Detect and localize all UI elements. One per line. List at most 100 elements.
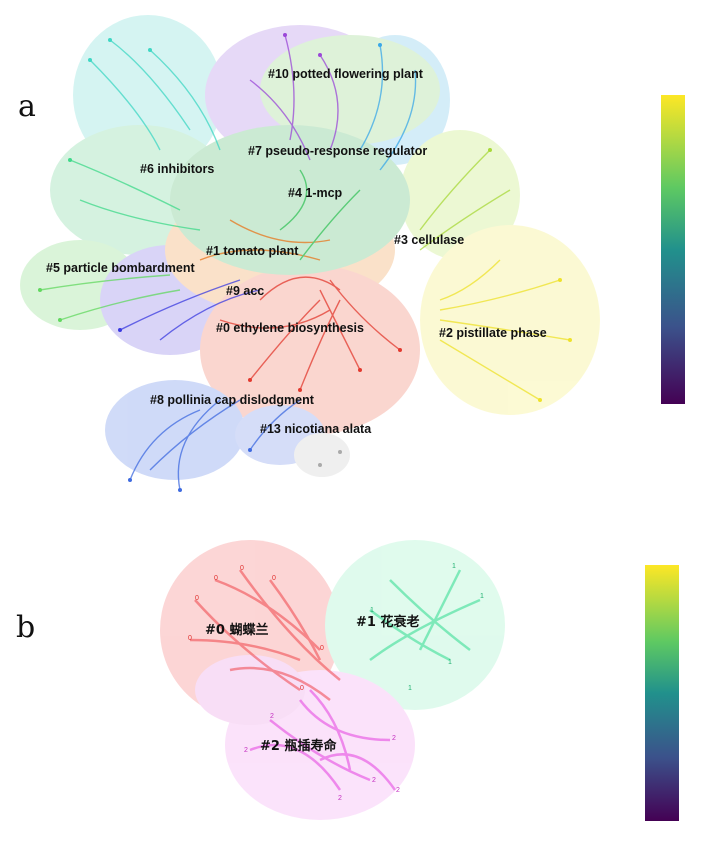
edge: [279, 169, 308, 231]
node: [88, 58, 92, 62]
edge: [284, 34, 295, 141]
node: [248, 448, 252, 452]
hull-cluster-3: [400, 130, 520, 260]
cluster-label-13: #13 nicotiana alata: [260, 422, 372, 436]
colorbar-a: [661, 95, 685, 404]
node: [128, 478, 132, 482]
panel-a-letter: a: [18, 89, 36, 124]
hull-cluster-7: [73, 15, 223, 175]
node-label: 2: [392, 735, 396, 742]
edge: [177, 399, 221, 491]
node: [568, 338, 572, 342]
nodes-a: [38, 33, 572, 492]
edges-b: [189, 569, 481, 791]
cluster-label-10: #10 potted flowering plant: [268, 67, 424, 81]
edge: [159, 289, 261, 341]
edge: [238, 569, 341, 681]
cluster-hulls-a: [20, 15, 600, 480]
node-label: 1: [480, 593, 484, 600]
edge: [419, 189, 511, 251]
hull-b-cluster-0: [160, 540, 340, 720]
node-label: 0: [188, 635, 192, 642]
hull-cluster-2: [420, 225, 600, 415]
node-label: 2: [244, 747, 248, 754]
edge: [194, 599, 301, 692]
node: [248, 378, 252, 382]
edge: [149, 399, 241, 471]
edge: [359, 44, 384, 151]
node: [118, 328, 122, 332]
node-label: 0: [195, 595, 199, 602]
hull-cluster-10: [205, 25, 395, 165]
edge: [299, 299, 341, 391]
node: [538, 398, 542, 402]
panel-b-letter: b: [16, 610, 35, 645]
edge: [389, 579, 471, 651]
cluster-label-9: #9 acc: [226, 284, 264, 298]
edge: [419, 149, 491, 231]
hull-cluster-center: [170, 125, 410, 275]
edge: [319, 753, 397, 791]
edge: [319, 289, 361, 371]
node: [148, 48, 152, 52]
edge: [439, 279, 561, 311]
node: [108, 38, 112, 42]
node: [358, 368, 362, 372]
cluster-label-b-2: #2 瓶插寿命: [260, 738, 337, 754]
edge: [249, 399, 301, 451]
node: [378, 43, 382, 47]
node-label: 1: [408, 685, 412, 692]
edge: [69, 159, 181, 211]
node: [68, 158, 72, 162]
hull-cluster-1: [165, 185, 395, 315]
node: [38, 288, 42, 292]
edge: [369, 608, 451, 662]
cluster-labels-b: #0 蝴蝶兰 #1 花衰老 #2 瓶插寿命: [205, 614, 419, 754]
node-label: 0: [240, 565, 244, 572]
node-label: 2: [270, 713, 274, 720]
edge: [79, 199, 201, 231]
node: [558, 278, 562, 282]
hull-cluster-8: [105, 380, 245, 480]
edge: [219, 309, 331, 329]
node: [58, 318, 62, 322]
edge: [319, 54, 339, 151]
cluster-label-8: #8 pollinia cap dislodgment: [150, 393, 315, 407]
edge: [229, 219, 331, 244]
edge: [129, 409, 201, 481]
cluster-label-5: #5 particle bombardment: [46, 261, 195, 275]
edge: [379, 69, 417, 171]
edge: [199, 249, 321, 261]
node: [178, 488, 182, 492]
panel-a: a: [18, 15, 685, 492]
node-label: 2: [396, 787, 400, 794]
cluster-label-6: #6 inhibitors: [140, 162, 214, 176]
edge: [249, 79, 311, 161]
edge: [329, 279, 401, 351]
hull-cluster-13: [294, 433, 350, 477]
edge: [439, 339, 541, 401]
node: [298, 388, 302, 392]
cluster-label-1: #1 tomato plant: [206, 244, 299, 258]
node-labels-b: 0 0 0 0 0 0 0 1 1 1 1 1 2 2 2 2 2 2: [188, 563, 484, 802]
node-label: 0: [300, 685, 304, 692]
node: [318, 53, 322, 57]
cluster-labels-a: #10 potted flowering plant #7 pseudo-res…: [46, 67, 547, 436]
hull-cluster-7b: [340, 35, 450, 165]
node-label: 0: [320, 645, 324, 652]
edge: [439, 259, 501, 301]
node-label: 1: [448, 659, 452, 666]
edge: [149, 49, 221, 151]
edge: [418, 569, 462, 651]
edge: [439, 319, 571, 341]
node: [488, 148, 492, 152]
edge: [89, 59, 161, 151]
hull-b-cluster-2: [225, 670, 415, 820]
cluster-label-7: #7 pseudo-response regulator: [248, 144, 427, 158]
edge: [189, 638, 301, 662]
edge: [119, 279, 241, 331]
edge: [109, 39, 191, 131]
edge: [229, 666, 331, 701]
edge: [249, 299, 321, 381]
